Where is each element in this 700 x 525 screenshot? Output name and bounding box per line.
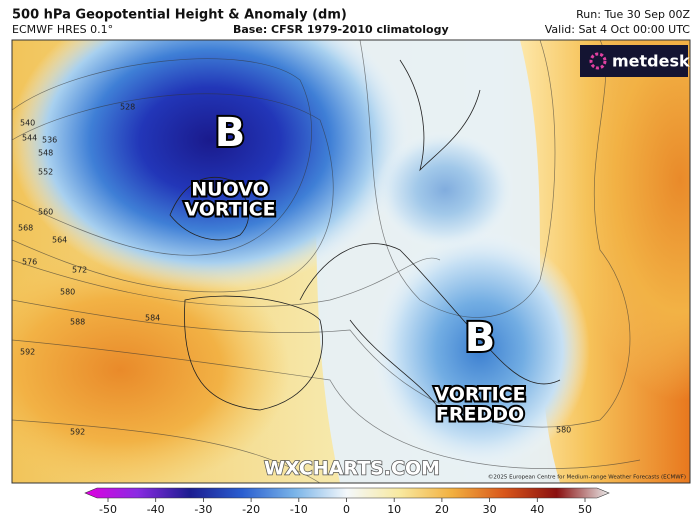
contour-label: 544 xyxy=(22,134,37,143)
colorbar-tick-label: 20 xyxy=(435,503,449,516)
contour-label: 584 xyxy=(145,314,160,323)
contour-label: 560 xyxy=(38,208,53,217)
colorbar-tick-label: -50 xyxy=(99,503,117,516)
colorbar-tick-label: 40 xyxy=(530,503,544,516)
colorbar-tick-label: -40 xyxy=(147,503,165,516)
low-symbol: B xyxy=(215,110,246,156)
low-area xyxy=(12,40,410,290)
contour-label: 552 xyxy=(38,168,53,177)
contour-label: 588 xyxy=(70,318,85,327)
copyright: ©2025 European Centre for Medium-range W… xyxy=(488,474,686,481)
logo-icon xyxy=(589,52,607,70)
watermark: WXCHARTS.COM xyxy=(264,458,440,480)
logo-box xyxy=(580,45,688,77)
contour-label: 548 xyxy=(38,149,53,158)
colorbar-tick-label: 30 xyxy=(483,503,497,516)
contours xyxy=(12,40,641,483)
annotation-label: VORTICE xyxy=(184,199,275,221)
contour-label: 540 xyxy=(20,119,35,128)
colorbar-tick-label: -20 xyxy=(242,503,260,516)
title: 500 hPa Geopotential Height & Anomaly (d… xyxy=(12,8,347,23)
low-area xyxy=(370,230,590,470)
low-symbol: B xyxy=(465,315,496,361)
map xyxy=(12,40,690,483)
contour-label: 568 xyxy=(18,224,33,233)
valid: Valid: Sat 4 Oct 00:00 UTC xyxy=(545,23,691,36)
colorbar-tick-label: -30 xyxy=(194,503,212,516)
contour-label: 592 xyxy=(70,428,85,437)
contour-label: 564 xyxy=(52,236,67,245)
logo: metdesk xyxy=(612,52,690,71)
colorbar-tick-label: 50 xyxy=(578,503,592,516)
high-area xyxy=(12,250,290,483)
colorbar-tick-label: -10 xyxy=(290,503,308,516)
map-frame xyxy=(11,39,691,484)
colorbar-tick-label: 10 xyxy=(387,503,401,516)
colorbar-tick-label: 0 xyxy=(343,503,350,516)
colorbar-ticks: -50 -40 -30 -20 -10 0 10 20 30 40 50 xyxy=(99,498,592,516)
contour-label: 576 xyxy=(22,258,37,267)
contour-label: 536 xyxy=(42,136,57,145)
annotation-label: FREDDO xyxy=(436,404,524,426)
contour-label: 580 xyxy=(556,426,571,435)
run: Run: Tue 30 Sep 00Z xyxy=(576,8,690,21)
annotation-label: NUOVO xyxy=(191,179,269,201)
model: ECMWF HRES 0.1° xyxy=(12,23,113,36)
colorbar xyxy=(84,487,610,499)
high-area xyxy=(570,40,690,400)
contour-label: 592 xyxy=(20,348,35,357)
coastlines xyxy=(169,59,561,411)
annotation-label: VORTICE xyxy=(434,384,525,406)
base: Base: CFSR 1979-2010 climatology xyxy=(233,23,449,36)
contour-label: 572 xyxy=(72,266,87,275)
contour-label: 580 xyxy=(60,288,75,297)
contour-label: 528 xyxy=(120,103,135,112)
low-area xyxy=(375,130,515,250)
